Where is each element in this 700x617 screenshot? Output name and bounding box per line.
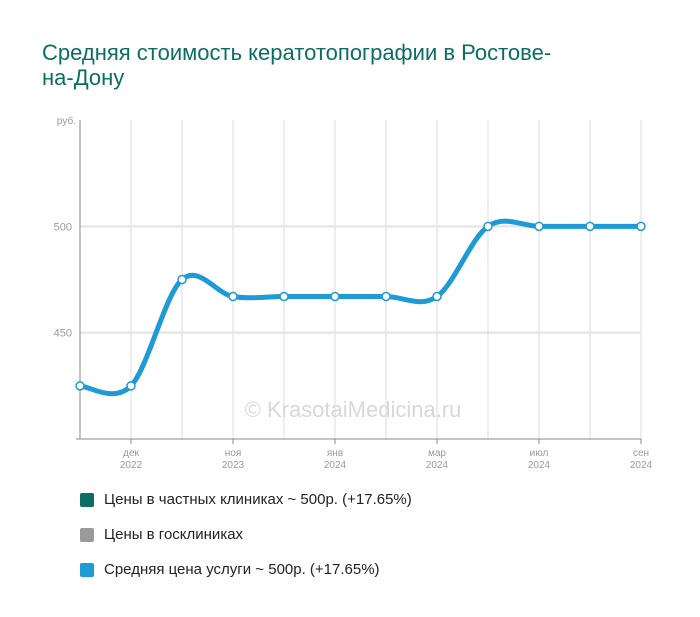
data-point bbox=[177, 274, 187, 285]
data-point bbox=[75, 381, 85, 391]
x-tick-year: 2022 bbox=[120, 460, 143, 471]
legend-label: Цены в частных клиниках ~ 500р. (+17.65%… bbox=[104, 491, 412, 508]
x-tick-year: 2024 bbox=[324, 460, 347, 471]
legend-swatch bbox=[80, 527, 94, 542]
data-point bbox=[585, 221, 595, 232]
data-point bbox=[636, 221, 646, 232]
x-tick-year: 2024 bbox=[630, 460, 653, 471]
legend-item-private[interactable]: Цены в частных клиниках ~ 500р. (+17.65%… bbox=[80, 491, 412, 508]
data-point bbox=[534, 221, 544, 232]
legend-item-average[interactable]: Средняя цена услуги ~ 500р. (+17.65%) bbox=[80, 561, 380, 578]
chart-title: Средняя стоимость кератотопографии в Рос… bbox=[42, 40, 552, 90]
y-tick-label: 500 bbox=[54, 221, 72, 233]
x-tick-year: 2024 bbox=[528, 460, 551, 471]
watermark: © KrasotaiMedicina.ru bbox=[245, 397, 462, 422]
legend-label: Средняя цена услуги ~ 500р. (+17.65%) bbox=[104, 561, 380, 578]
x-tick-year: 2023 bbox=[222, 460, 245, 471]
x-tick-month: ноя bbox=[225, 448, 242, 459]
x-tick-month: мар bbox=[428, 448, 446, 459]
y-axis-unit: руб. bbox=[57, 115, 76, 127]
legend-swatch bbox=[80, 562, 94, 577]
x-tick-month: янв bbox=[327, 448, 343, 459]
legend-label: Цены в госклиниках bbox=[104, 526, 244, 543]
x-tick-month: дек bbox=[123, 448, 139, 459]
x-tick-month: сен bbox=[633, 448, 649, 459]
series-line bbox=[79, 218, 641, 397]
x-tick-month: июл bbox=[530, 448, 549, 459]
data-point bbox=[126, 381, 136, 391]
x-tick-year: 2024 bbox=[426, 460, 449, 471]
legend-swatch bbox=[80, 492, 94, 507]
data-point bbox=[228, 291, 238, 302]
data-point bbox=[381, 291, 391, 302]
data-point bbox=[330, 291, 340, 302]
legend-item-public[interactable]: Цены в госклиниках bbox=[80, 526, 243, 543]
data-point bbox=[279, 291, 289, 302]
y-tick-label: 450 bbox=[54, 328, 72, 340]
data-point bbox=[432, 291, 442, 302]
data-point bbox=[483, 221, 493, 232]
